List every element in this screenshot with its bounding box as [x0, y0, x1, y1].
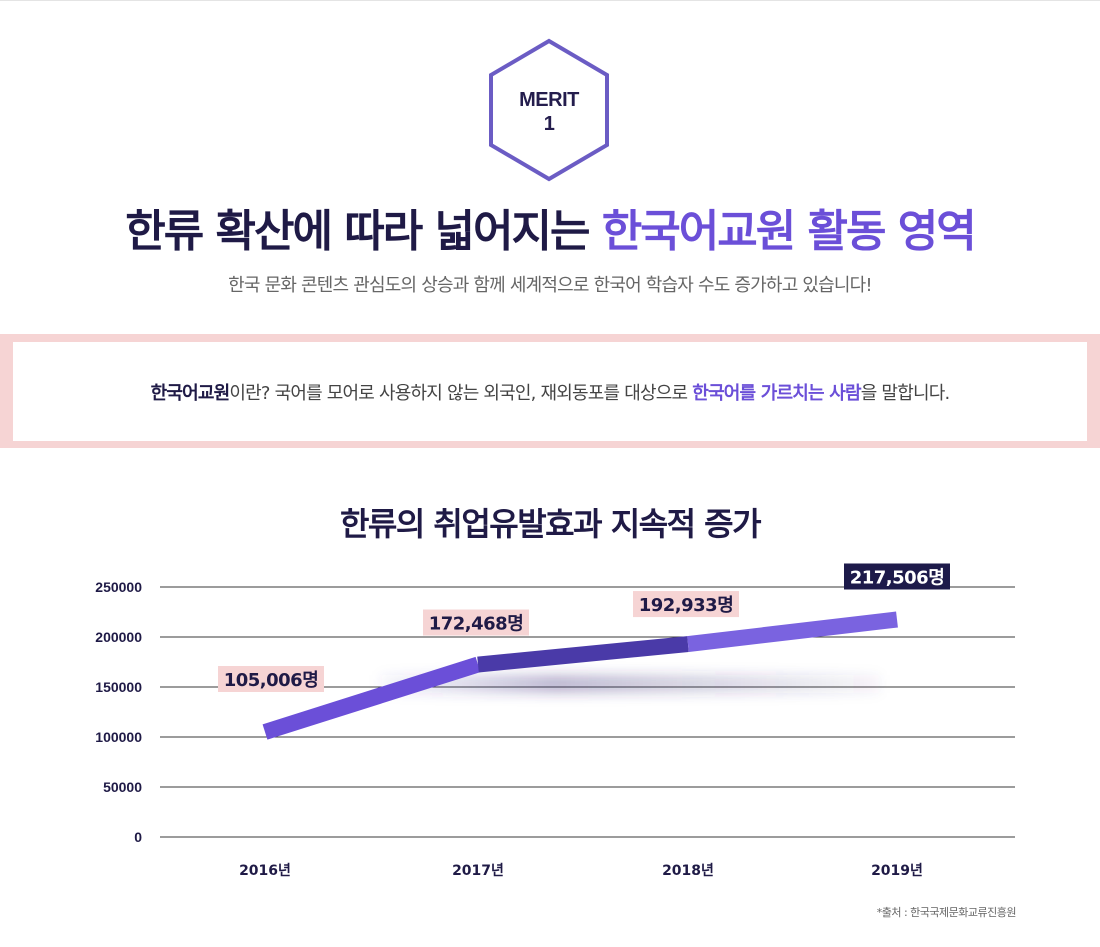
- chart-title: 한류의 취업유발효과 지속적 증가: [339, 505, 762, 543]
- merit-label: MERIT: [519, 89, 579, 111]
- data-label-bg: [423, 609, 529, 636]
- series-line-segment: [477, 636, 689, 673]
- series-line-segment: [262, 656, 481, 740]
- line-shadow: [380, 675, 880, 693]
- top-divider: [0, 0, 1100, 1]
- definition-term: 한국어교원: [150, 382, 231, 404]
- data-label: 217,506명: [850, 567, 945, 588]
- x-tick-label: 2019년: [871, 863, 923, 879]
- x-tick-label: 2017년: [452, 863, 504, 879]
- data-label: 172,468명: [429, 614, 524, 635]
- page-headline: 한류 확산에 따라 넓어지는 한국어교원 활동 영역: [0, 200, 1100, 264]
- data-point: [264, 731, 266, 733]
- page-subhead: 한국 문화 콘텐츠 관심도의 상승과 함께 세계적으로 한국어 학습자 수도 증…: [228, 275, 872, 296]
- definition-accent: 한국어를 가르치는 사람: [692, 382, 861, 404]
- data-point: [687, 643, 689, 645]
- definition-part1: 이란? 국어를 모어로 사용하지 않는 외국인, 재외동포를 대상으로: [229, 382, 693, 404]
- definition-part2: 을 말합니다.: [860, 382, 950, 404]
- data-label-bg: [218, 665, 324, 692]
- x-tick-label: 2018년: [662, 863, 714, 879]
- definition-text: 한국어교원이란? 국어를 모어로 사용하지 않는 외국인, 재외동포를 대상으로…: [150, 379, 951, 405]
- merit-number: 1: [543, 113, 555, 135]
- x-tick-label: 2016년: [239, 863, 291, 879]
- line-chart: 105,006명 172,468명 192,933명 217,506명 0 50000 1…: [95, 563, 1015, 879]
- series-line-segment: [687, 611, 898, 653]
- headline-main: 한류 확산에 따라 넓어지는: [125, 206, 590, 257]
- merit-badge: MERIT 1: [486, 38, 612, 182]
- y-tick-label: 50000: [103, 779, 142, 795]
- data-point: [477, 664, 479, 666]
- y-tick-label: 200000: [95, 629, 142, 645]
- data-label: 105,006명: [224, 670, 319, 691]
- y-tick-label: 100000: [95, 729, 142, 745]
- source-note: *출처 : 한국국제문화교류진흥원: [876, 906, 1017, 919]
- y-tick-label: 150000: [95, 679, 142, 695]
- data-label-bg: [844, 563, 950, 590]
- definition-box: 한국어교원이란? 국어를 모어로 사용하지 않는 외국인, 재외동포를 대상으로…: [13, 342, 1087, 441]
- hexagon-icon: [489, 38, 609, 182]
- y-tick-label: 250000: [95, 579, 142, 595]
- data-label-bg: [633, 591, 739, 618]
- data-label: 192,933명: [639, 595, 734, 616]
- definition-frame: 한국어교원이란? 국어를 모어로 사용하지 않는 외국인, 재외동포를 대상으로…: [0, 334, 1100, 448]
- data-point: [896, 618, 898, 620]
- headline-accent: 한국어교원 활동 영역: [601, 206, 977, 257]
- y-tick-label: 0: [134, 829, 142, 845]
